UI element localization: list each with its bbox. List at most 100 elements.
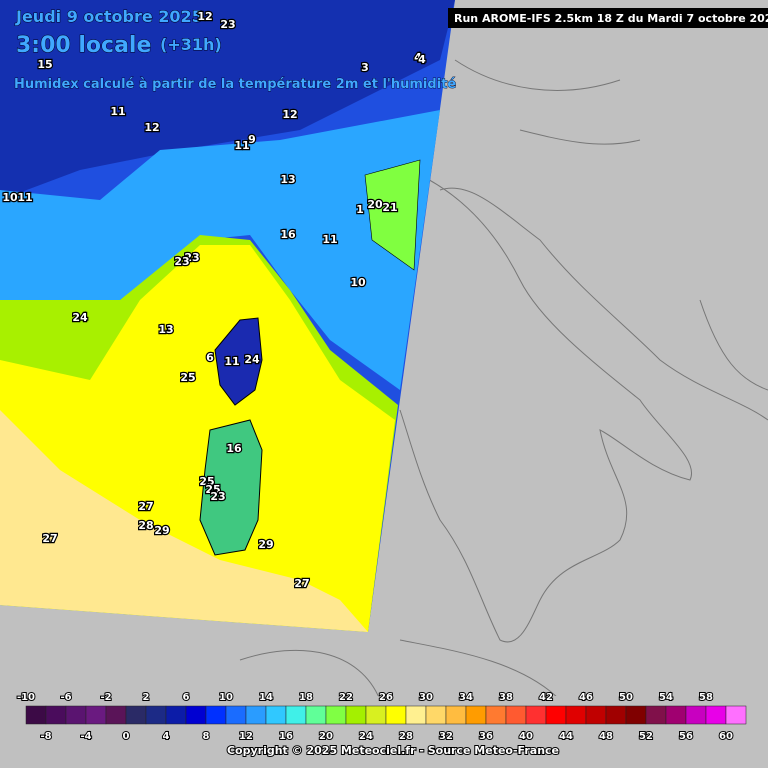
legend-tick-label: 54	[659, 692, 673, 703]
legend-swatch	[465, 705, 487, 725]
map-value-label: 1	[356, 203, 364, 216]
map-value-label: 28	[138, 519, 153, 532]
copyright: Copyright © 2025 Meteociel.fr - Source M…	[227, 744, 559, 757]
legend-swatch	[485, 705, 507, 725]
legend-swatch	[525, 705, 547, 725]
legend-swatch	[365, 705, 387, 725]
map-value-label: 23	[210, 490, 225, 503]
legend-tick-label: 4	[163, 731, 170, 742]
legend-swatch	[85, 705, 107, 725]
map-value-label: 10	[350, 276, 366, 289]
sardinia	[199, 419, 263, 556]
legend-tick-label: 0	[123, 731, 130, 742]
map-value-label: 11	[322, 233, 337, 246]
map-value-label: 15	[37, 58, 52, 71]
legend-tick-label: 60	[719, 731, 733, 742]
map-value-label: 10	[2, 191, 18, 204]
legend-swatch	[585, 705, 607, 725]
map-value-label: 13	[158, 323, 173, 336]
legend-tick-label: 52	[639, 731, 653, 742]
legend-swatch	[685, 705, 707, 725]
legend-swatch	[505, 705, 527, 725]
map-value-label: 25	[205, 483, 220, 496]
map-value-label: 11	[110, 105, 125, 118]
legend-tick-label: 48	[599, 731, 613, 742]
legend: -10-8-6-4-202468101214161820222426283032…	[16, 691, 747, 743]
legend-swatch	[45, 705, 67, 725]
map-value-label: 21	[382, 201, 397, 214]
legend-tick-label: 32	[439, 731, 453, 742]
map-value-label: 9	[248, 133, 256, 146]
mild-zone	[0, 110, 440, 390]
legend-swatch	[205, 705, 227, 725]
very-hot-zone	[0, 410, 368, 632]
map-value-label: 23	[174, 255, 189, 268]
legend-tick-label: 16	[279, 731, 293, 742]
legend-swatch	[225, 705, 247, 725]
legend-tick-label: 40	[519, 731, 533, 742]
map-value-label: 16	[280, 228, 296, 241]
legend-tick-label: 58	[699, 692, 713, 703]
map-value-label: 27	[294, 577, 309, 590]
legend-tick-label: -2	[100, 692, 111, 703]
legend-tick-label: 2	[143, 692, 150, 703]
legend-swatch	[385, 705, 407, 725]
legend-swatch	[265, 705, 287, 725]
map-value-label: 29	[258, 538, 273, 551]
run-box	[448, 8, 768, 28]
legend-tick-label: 28	[399, 731, 413, 742]
map-value-label: 4	[418, 53, 426, 66]
time: 3:00 locale	[16, 33, 151, 58]
legend-tick-label: 46	[579, 692, 593, 703]
map-value-label: 11	[234, 139, 249, 152]
legend-tick-label: 12	[239, 731, 253, 742]
legend-tick-label: 44	[559, 731, 573, 742]
legend-tick-label: 34	[459, 692, 473, 703]
legend-swatch	[245, 705, 267, 725]
map-value-label: 4	[414, 51, 422, 64]
lead-time: (+31h)	[160, 35, 222, 54]
cold-zone	[0, 0, 455, 200]
legend-swatch	[165, 705, 187, 725]
legend-tick-label: 14	[259, 692, 273, 703]
legend-tick-label: 18	[299, 692, 313, 703]
legend-swatch	[285, 705, 307, 725]
legend-tick-label: -10	[17, 692, 35, 703]
legend-tick-label: -8	[40, 731, 51, 742]
subtitle: Humidex calculé à partir de la températu…	[14, 77, 456, 92]
map-value-label: 23	[220, 18, 235, 31]
legend-swatch	[405, 705, 427, 725]
map-value-label: 23	[184, 251, 199, 264]
map-value-label: 20	[367, 198, 383, 211]
corsica	[214, 317, 263, 406]
legend-tick-label: -4	[80, 731, 91, 742]
legend-tick-label: -6	[60, 692, 71, 703]
map-value-label: 29	[154, 524, 169, 537]
legend-tick-label: 6	[183, 692, 190, 703]
legend-tick-label: 42	[539, 692, 553, 703]
legend-swatch	[725, 705, 747, 725]
coastlines	[239, 59, 768, 701]
map-value-label: 3	[361, 61, 369, 74]
map-value-label: 12	[197, 10, 212, 23]
map-value-label: 24	[244, 353, 260, 366]
map-value-label: 25	[199, 475, 214, 488]
legend-swatch	[625, 705, 647, 725]
legend-tick-label: 26	[379, 692, 393, 703]
legend-tick-label: 30	[419, 692, 433, 703]
map-value-label: 11	[17, 191, 32, 204]
map-value-label: 12	[144, 121, 159, 134]
legend-tick-label: 10	[219, 692, 233, 703]
legend-swatch	[345, 705, 367, 725]
legend-tick-label: 36	[479, 731, 493, 742]
legend-swatch	[185, 705, 207, 725]
legend-swatch	[305, 705, 327, 725]
legend-swatch	[645, 705, 667, 725]
legend-swatch	[65, 705, 87, 725]
map-value-label: 11	[224, 355, 239, 368]
map-value-label: 16	[226, 442, 242, 455]
legend-swatch	[665, 705, 687, 725]
run-label: Run AROME-IFS 2.5km 18 Z du Mardi 7 octo…	[454, 12, 768, 25]
